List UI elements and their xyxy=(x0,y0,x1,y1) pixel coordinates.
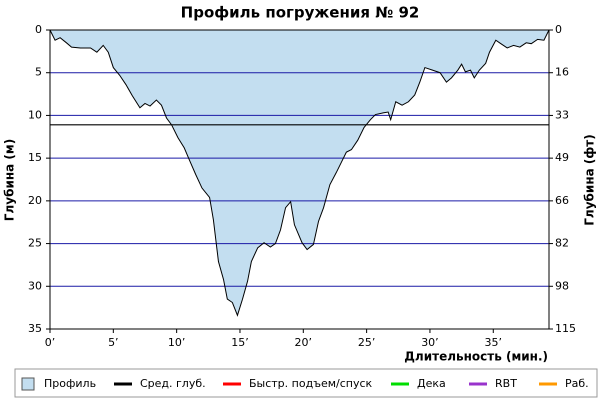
x-tick-label: 15’ xyxy=(231,336,249,349)
y2-tick-label: 82 xyxy=(555,237,569,250)
legend-swatch xyxy=(21,377,35,391)
profile-line xyxy=(49,29,550,317)
legend-box xyxy=(14,368,598,398)
x-tick-label: 25’ xyxy=(358,336,376,349)
legend-label: RBT xyxy=(495,377,517,390)
legend-label: Быстр. подъем/спуск xyxy=(249,377,373,390)
profile-area xyxy=(50,30,549,316)
y-tick-label: 30 xyxy=(28,279,42,292)
plot-frame xyxy=(49,29,550,330)
legend-label: Сред. глуб. xyxy=(140,377,206,390)
x-tick-label: 30’ xyxy=(421,336,439,349)
legend-label: Дека xyxy=(417,377,446,390)
x-tick-label: 10’ xyxy=(168,336,186,349)
y-tick-label: 10 xyxy=(28,108,42,121)
y-tick-label: 5 xyxy=(35,66,42,79)
x-tick-label: 0’ xyxy=(45,336,56,349)
x-tick-label: 20’ xyxy=(295,336,313,349)
chart-title: Профиль погружения № 92 xyxy=(181,4,420,22)
y-axis-label: Глубина (м) xyxy=(3,139,17,221)
y-tick-label: 15 xyxy=(28,151,42,164)
x-tick-label: 35’ xyxy=(485,336,503,349)
legend-label: Профиль xyxy=(44,377,96,390)
y-tick-label: 35 xyxy=(28,322,42,335)
x-tick-label: 5’ xyxy=(108,336,119,349)
legend-label: Раб. xyxy=(565,377,589,390)
x-axis-label: Длительность (мин.) xyxy=(404,350,548,364)
y2-axis-label: Глубина (фт) xyxy=(583,134,597,225)
y2-tick-label: 98 xyxy=(555,279,569,292)
y-tick-label: 0 xyxy=(35,23,42,36)
y2-tick-label: 0 xyxy=(555,23,562,36)
y2-tick-label: 115 xyxy=(555,322,576,335)
y2-tick-label: 49 xyxy=(555,151,569,164)
y2-tick-label: 33 xyxy=(555,108,569,121)
y-tick-label: 25 xyxy=(28,237,42,250)
y2-tick-label: 16 xyxy=(555,66,569,79)
y-tick-label: 20 xyxy=(28,194,42,207)
y2-tick-label: 66 xyxy=(555,194,569,207)
